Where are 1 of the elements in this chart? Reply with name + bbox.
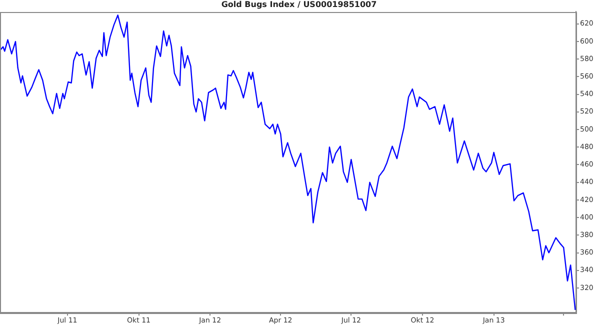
chart-title: Gold Bugs Index / US00019851007 bbox=[221, 0, 377, 9]
